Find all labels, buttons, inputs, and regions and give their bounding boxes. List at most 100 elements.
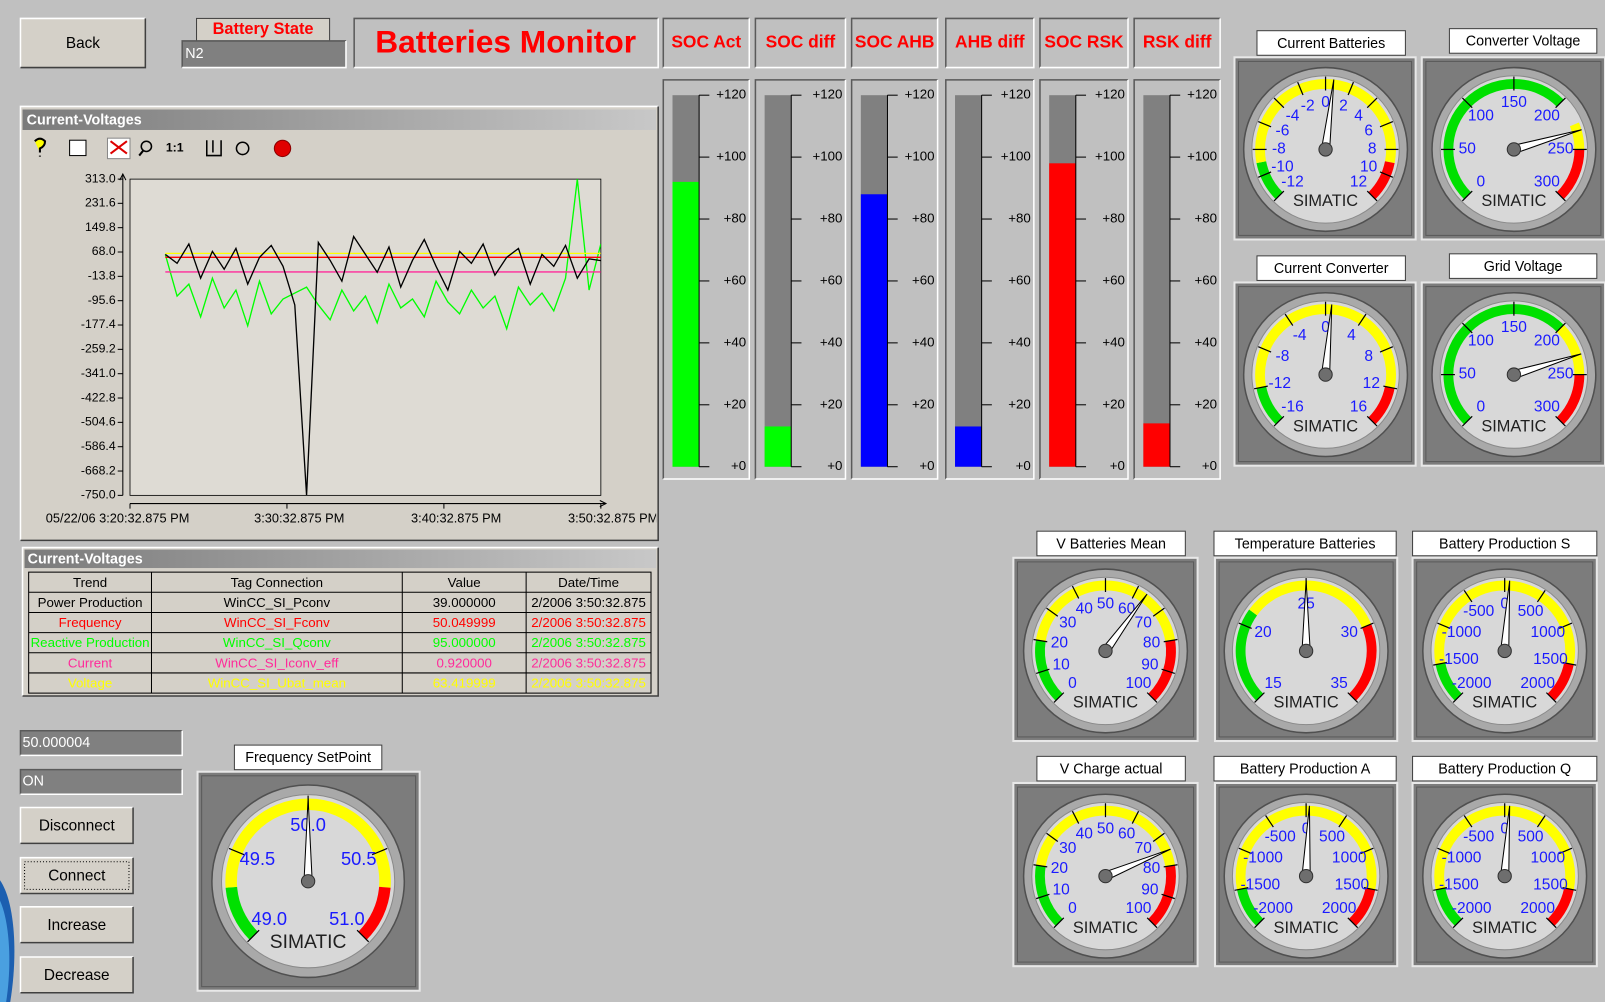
gauge-brand: SIMATIC [1073, 919, 1138, 937]
button-face-edge [19, 17, 146, 68]
gauge-brand: SIMATIC [270, 932, 347, 953]
gauge-tick [1035, 893, 1050, 900]
table-cell: 95.000000 [433, 635, 496, 650]
gauge-tick-label: 500 [1518, 828, 1544, 845]
bar-panel-edge [1133, 79, 1221, 479]
gauge-tick-label: 49.0 [252, 908, 288, 929]
trend-line [164, 179, 601, 331]
gauge-brand: SIMATIC [1274, 694, 1339, 712]
gauge-tick [1357, 313, 1367, 326]
gauge: Current Batteries -12-10-8-6-4-2 0 24681012… [1233, 30, 1417, 241]
button[interactable]: Decrease [19, 956, 134, 994]
y-tick-label: -504.6 [81, 415, 116, 429]
bar-tick-label: +80 [820, 211, 843, 226]
gauge: Frequency SetPoint49.049.550.050.551.0SI… [196, 744, 421, 992]
bar-panel-edge [1039, 79, 1129, 479]
bar-tick-label: +20 [724, 396, 747, 411]
bar-tick-label: +20 [820, 396, 843, 411]
gauge-tick-label: 20 [1051, 635, 1069, 652]
bar-tick-label: +60 [1194, 272, 1217, 287]
gauge-band [225, 886, 258, 940]
trend-window-edge [19, 105, 659, 541]
gauge-tick-label: 10 [1360, 158, 1378, 175]
gauge-tick-label: 300 [1534, 174, 1560, 191]
gauge-tick [1131, 585, 1140, 599]
gauge-brand: SIMATIC [1293, 417, 1358, 435]
gauge-tick-label: 0 [1302, 821, 1311, 838]
x-tick-label: 05/22/06 3:20:32.875 PM [46, 510, 190, 525]
bar-header [945, 18, 1034, 68]
bar-header [1039, 18, 1129, 68]
gauge-tick-label: 1000 [1531, 849, 1566, 866]
trend-toolbar: 1:1 [34, 137, 292, 160]
button-label: Connect [48, 868, 106, 885]
gauge-panel-inner [1238, 60, 1413, 236]
bar-header-edge [663, 18, 751, 69]
button[interactable]: Increase [19, 906, 134, 944]
table-cell: 0.920000 [436, 655, 491, 670]
plot-area [129, 178, 602, 496]
bar-name: AHB diff [955, 32, 1025, 52]
gauge-tick-label: 8 [1364, 348, 1373, 365]
bar-tick-label: +0 [1202, 458, 1217, 473]
gauge-tick [1254, 917, 1265, 929]
gauge-tick-label: 35 [1330, 675, 1347, 692]
button-face-edge [19, 856, 134, 894]
y-tick-label: -668.2 [81, 463, 116, 477]
gauge-panel-inner [1016, 786, 1195, 963]
gauge-tick [1383, 385, 1398, 390]
gauge-panel-inner [1238, 286, 1413, 463]
gauge-title: V Charge actual [1060, 761, 1163, 777]
gauge-tick-label: 1000 [1332, 849, 1367, 866]
gauge-tick [1163, 864, 1178, 868]
gauge-tick-label: 200 [1534, 108, 1560, 125]
gauge-tick-label: 4 [1354, 108, 1363, 125]
gauge-tick-label: -16 [1281, 399, 1303, 416]
gauge-tick-label: 30 [1059, 840, 1077, 857]
gauge-tick-label: 90 [1141, 882, 1159, 899]
gauge-title: Battery Production S [1439, 536, 1570, 552]
gauge-tick [1071, 585, 1080, 599]
gauge-tick [1053, 692, 1065, 703]
button-face-edge [19, 956, 134, 993]
gauge-tick-label: -500 [1463, 828, 1494, 845]
button[interactable]: Connect [19, 856, 134, 895]
gauge: Battery Production S -2000 -1500 -1000 -500 0… [1411, 530, 1598, 743]
gauge-hub [1506, 142, 1522, 157]
bar-tick-label: +120 [812, 87, 842, 102]
gauge-tick-label: 150 [1501, 94, 1527, 111]
gauge-tick [1366, 97, 1378, 109]
gauge-title: Converter Voltage [1466, 34, 1581, 50]
gauge-tick [1363, 887, 1378, 891]
gauge-tick [1146, 917, 1158, 929]
gauge-hub [1298, 643, 1314, 659]
gauge-band [1256, 386, 1283, 425]
toolbar-icon [69, 139, 87, 157]
button[interactable]: Disconnect [19, 806, 134, 845]
y-tick-label: -177.4 [81, 317, 116, 331]
table-cell: 63.419999 [433, 676, 496, 691]
gauge-hub [1497, 643, 1512, 659]
gauge-tick-label: 250 [1548, 366, 1574, 383]
gauge-tick [1555, 97, 1566, 109]
gauge-tick-label: -2000 [1253, 900, 1293, 917]
gauge-tick [1536, 590, 1546, 603]
gauge-panel-inner [1218, 561, 1394, 738]
bar-header-edge [1039, 18, 1129, 69]
table-cell: 50.049999 [433, 615, 496, 630]
bar-tick-label: +0 [1016, 458, 1031, 473]
gauge-tick [371, 847, 388, 856]
table-cell: WinCC_SI_Fconv [224, 615, 330, 630]
trend-line [164, 234, 601, 496]
level-bar [764, 426, 792, 467]
gauge-tick-label: 15 [1264, 675, 1281, 692]
button[interactable]: Back [19, 17, 147, 69]
gauge-band [1547, 662, 1574, 701]
gauge-panel-inner [1218, 786, 1394, 963]
gauge-title: Current Batteries [1277, 36, 1385, 52]
gauge-tick [1461, 322, 1473, 334]
gauge-title: V Batteries Mean [1056, 536, 1166, 552]
x-tick-label: 3:30:32.875 PM [254, 510, 344, 525]
button-face [20, 18, 146, 68]
